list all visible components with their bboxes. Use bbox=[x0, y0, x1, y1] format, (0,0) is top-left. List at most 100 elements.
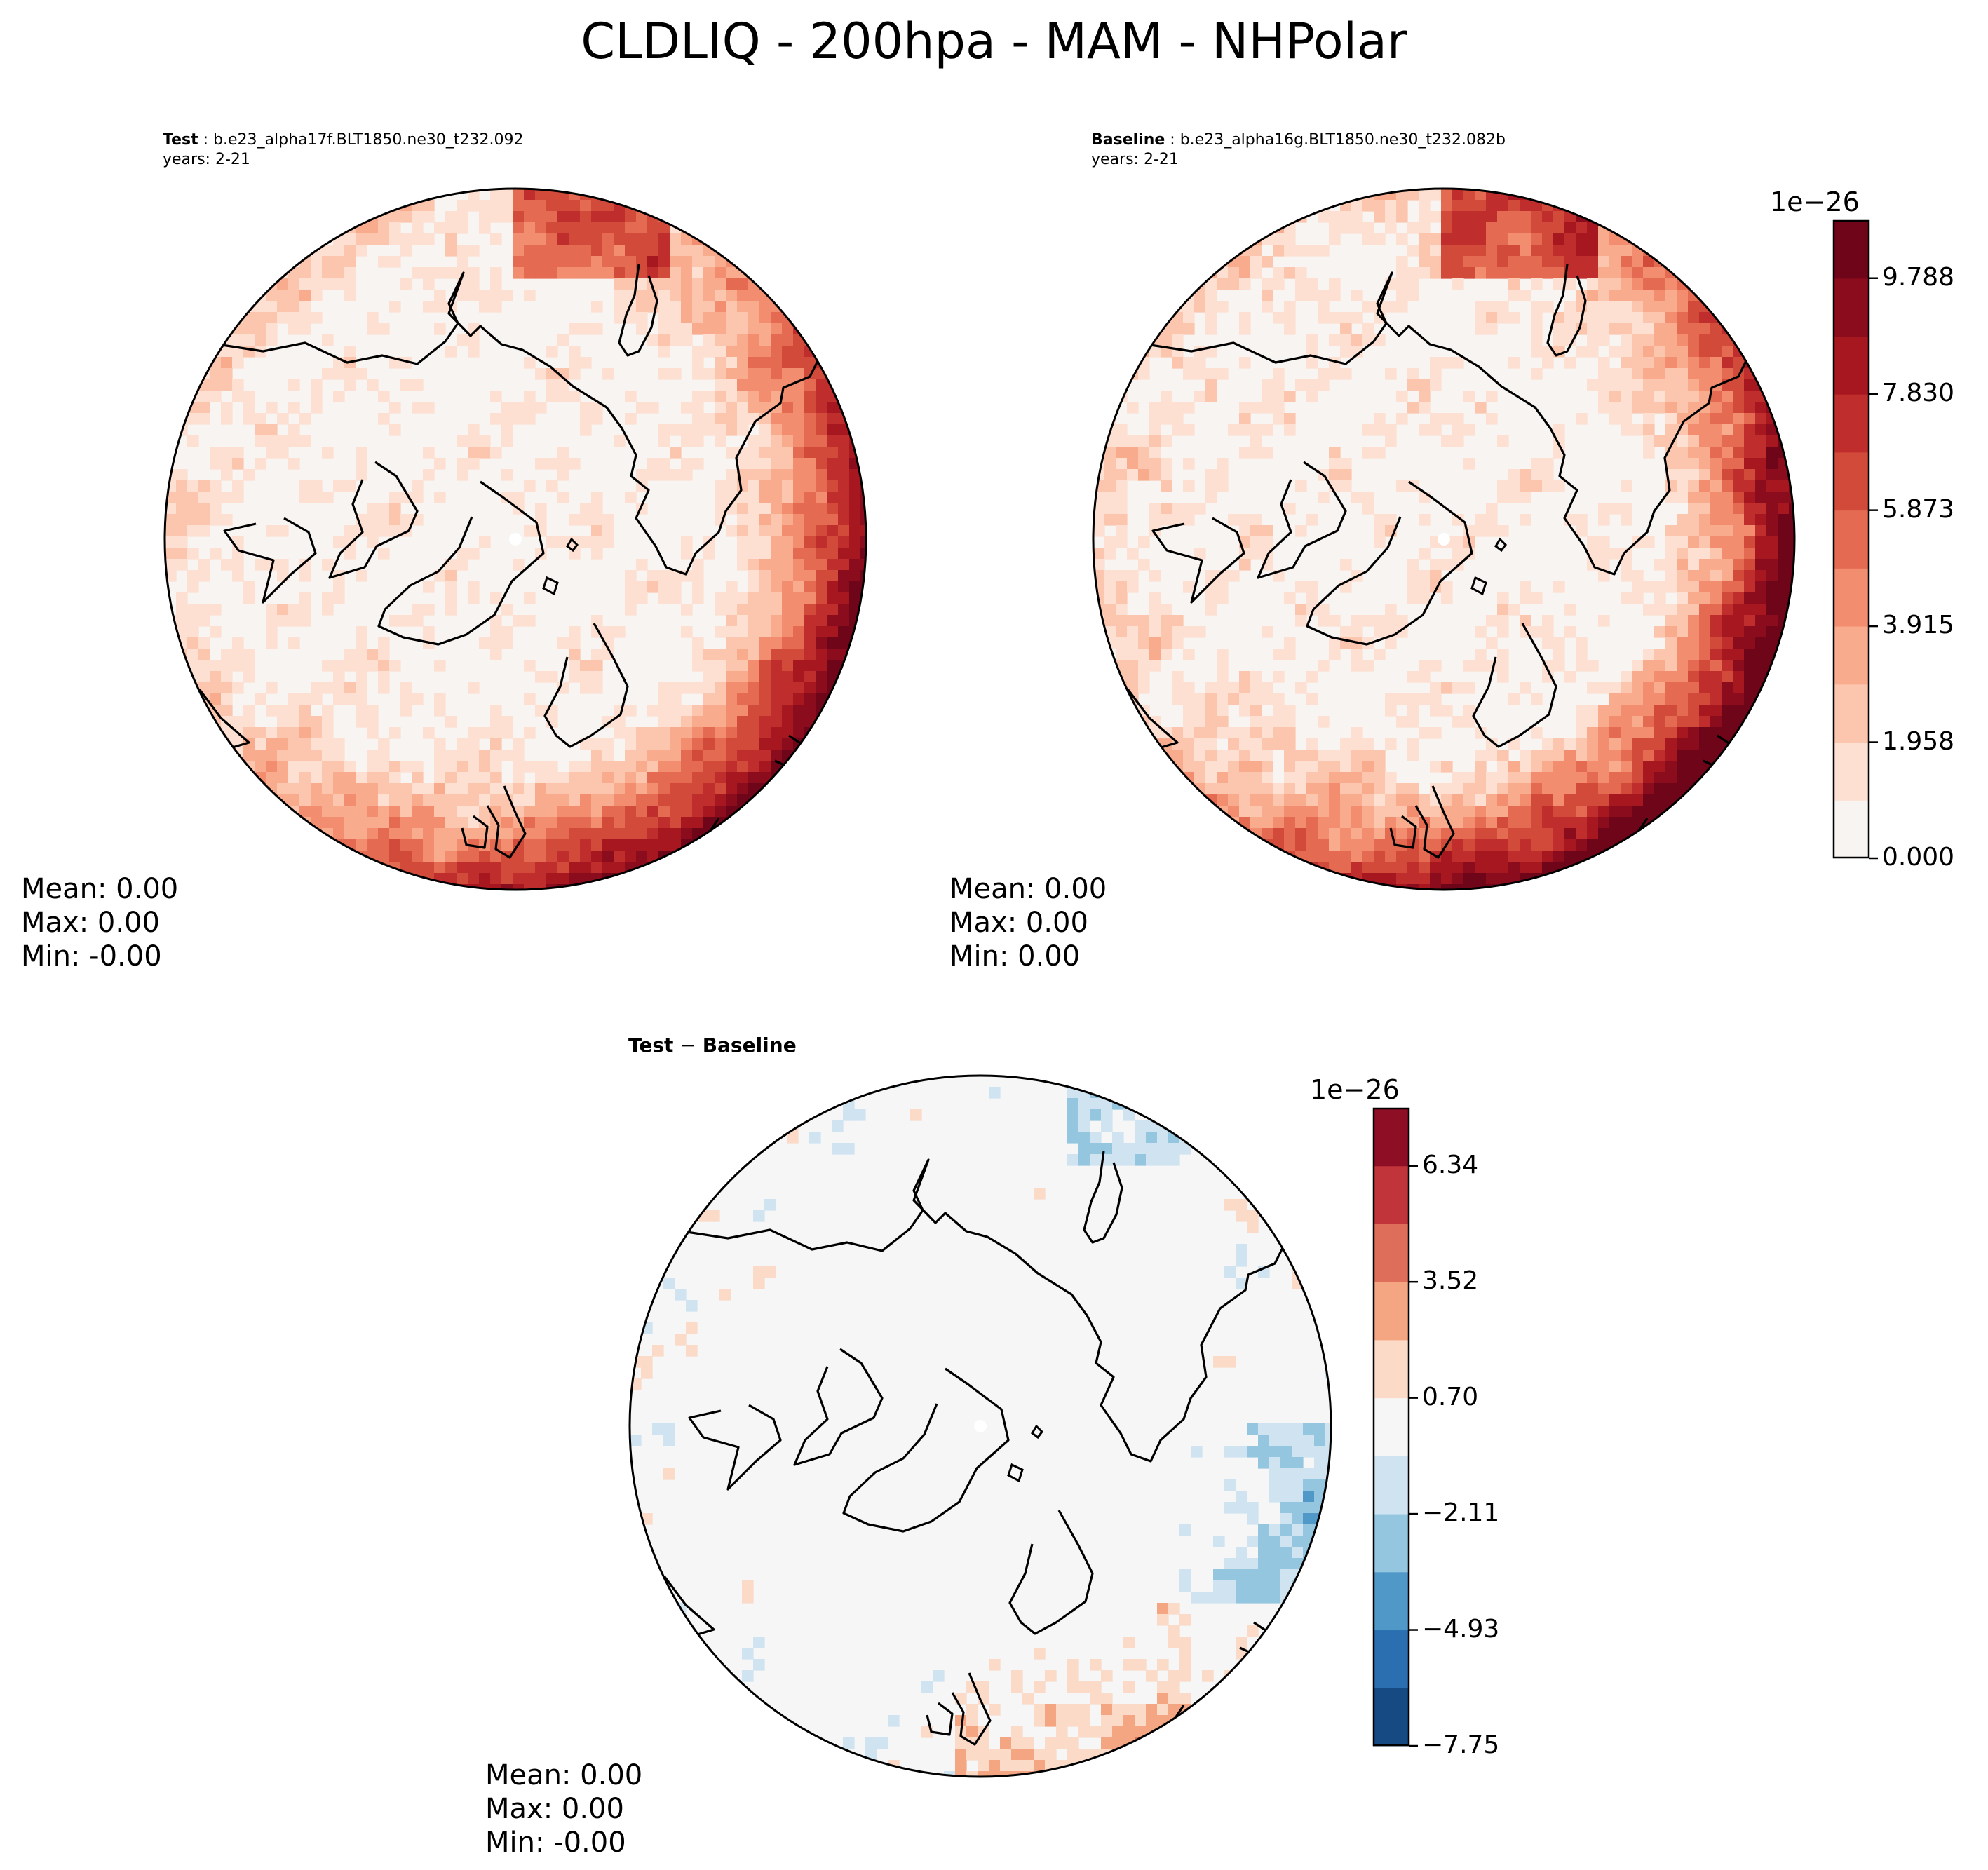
field-cell bbox=[378, 233, 390, 245]
field-cell bbox=[378, 783, 390, 795]
field-cell bbox=[737, 256, 749, 268]
field-cell bbox=[1497, 873, 1509, 885]
field-cell bbox=[389, 828, 401, 840]
field-cell bbox=[580, 671, 592, 683]
field-cell bbox=[569, 862, 581, 874]
field-cell bbox=[356, 368, 367, 380]
field-cell bbox=[1269, 1536, 1281, 1547]
field-cell bbox=[1778, 525, 1790, 537]
field-cell bbox=[1452, 806, 1464, 818]
field-cell bbox=[933, 1670, 945, 1682]
field-cell bbox=[1677, 548, 1689, 560]
field-cell bbox=[378, 391, 390, 402]
field-cell bbox=[1587, 346, 1599, 358]
diff-label-baseline: Baseline bbox=[702, 1034, 797, 1057]
field-cell bbox=[1587, 828, 1599, 840]
field-cell bbox=[1269, 1558, 1281, 1570]
field-cell bbox=[1677, 693, 1689, 705]
field-cell bbox=[1744, 570, 1756, 582]
field-cell bbox=[849, 649, 861, 660]
field-cell bbox=[1699, 424, 1711, 436]
field-cell bbox=[1011, 1737, 1023, 1749]
field-cell bbox=[1699, 783, 1711, 795]
field-cell bbox=[1553, 738, 1565, 750]
field-cell bbox=[804, 693, 816, 705]
field-cell bbox=[434, 828, 446, 840]
field-cell bbox=[748, 604, 760, 616]
field-cell bbox=[816, 559, 827, 571]
field-cell bbox=[715, 402, 726, 414]
field-cell bbox=[232, 492, 244, 503]
field-cell bbox=[1284, 301, 1296, 313]
field-cell bbox=[681, 278, 693, 290]
field-cell bbox=[771, 525, 783, 537]
field-cell bbox=[1564, 312, 1576, 324]
field-cell bbox=[1351, 806, 1363, 818]
field-cell bbox=[1273, 671, 1285, 683]
field-cell bbox=[1475, 649, 1487, 660]
field-cell bbox=[1598, 615, 1610, 627]
field-cell bbox=[1497, 671, 1509, 683]
field-cell bbox=[1755, 649, 1767, 660]
field-cell bbox=[1247, 1221, 1259, 1233]
field-cell bbox=[771, 626, 783, 638]
field-cell bbox=[1183, 581, 1195, 593]
field-cell bbox=[333, 581, 345, 593]
field-cell bbox=[1135, 1726, 1147, 1738]
field-cell bbox=[1149, 514, 1161, 526]
field-cell bbox=[1374, 817, 1386, 829]
field-cell bbox=[1632, 727, 1644, 739]
field-cell bbox=[356, 458, 367, 470]
field-cell bbox=[748, 346, 760, 358]
field-cell bbox=[1665, 278, 1677, 290]
field-cell bbox=[1733, 615, 1745, 627]
field-cell bbox=[681, 256, 693, 268]
field-cell bbox=[703, 750, 715, 761]
field-cell bbox=[1722, 424, 1733, 436]
field-cell bbox=[748, 525, 760, 537]
field-cell bbox=[1407, 671, 1419, 683]
field-cell bbox=[1396, 211, 1408, 223]
field-cell bbox=[641, 1356, 653, 1368]
field-cell bbox=[557, 334, 569, 346]
field-cell bbox=[759, 424, 771, 436]
field-cell bbox=[726, 615, 738, 627]
field-cell bbox=[1486, 806, 1498, 818]
field-cell bbox=[1755, 424, 1767, 436]
field-cell bbox=[670, 323, 682, 335]
field-cell bbox=[1127, 548, 1139, 560]
field-cell bbox=[1329, 278, 1341, 290]
field-cell bbox=[1056, 1715, 1068, 1727]
field-cell bbox=[400, 851, 412, 862]
field-cell bbox=[344, 693, 356, 705]
field-cell bbox=[367, 536, 379, 548]
field-cell bbox=[804, 424, 816, 436]
field-cell bbox=[1314, 1479, 1326, 1491]
field-cell bbox=[658, 312, 670, 324]
field-cell bbox=[1340, 817, 1352, 829]
field-cell bbox=[1486, 233, 1498, 245]
field-cell bbox=[748, 301, 760, 313]
field-cell bbox=[1205, 772, 1217, 784]
field-cell bbox=[255, 693, 266, 705]
field-cell bbox=[479, 750, 491, 761]
field-cell bbox=[692, 794, 704, 806]
field-cell bbox=[1045, 1771, 1057, 1777]
field-cell bbox=[1262, 379, 1273, 391]
field-cell bbox=[1205, 761, 1217, 773]
field-cell bbox=[322, 267, 334, 279]
field-cell bbox=[1247, 1536, 1259, 1547]
field-cell bbox=[1362, 783, 1374, 795]
field-cell bbox=[434, 301, 446, 313]
field-cell bbox=[299, 301, 311, 313]
field-cell bbox=[1789, 503, 1794, 515]
field-cell bbox=[400, 514, 412, 526]
field-cell bbox=[400, 817, 412, 829]
field-cell bbox=[1665, 536, 1677, 548]
field-cell bbox=[737, 424, 749, 436]
field-cell bbox=[1269, 1457, 1281, 1469]
field-cell bbox=[311, 783, 323, 795]
field-cell bbox=[513, 828, 525, 840]
field-cell bbox=[1172, 637, 1184, 649]
field-cell bbox=[1407, 750, 1419, 761]
